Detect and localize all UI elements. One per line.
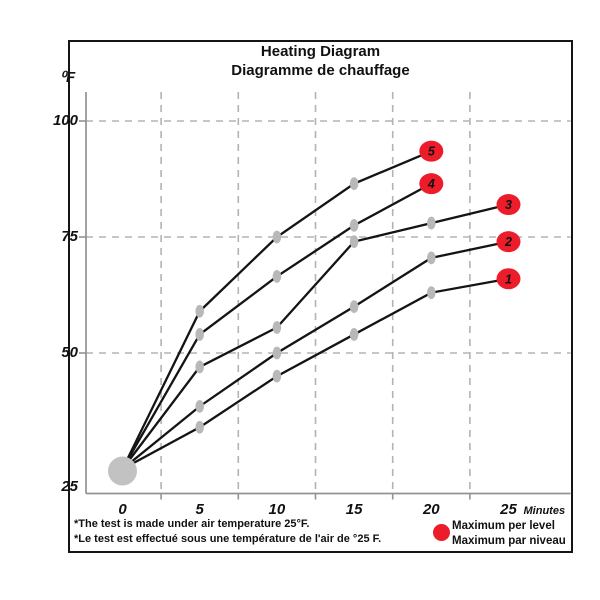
data-point-series-4 [349,219,359,232]
series-line-1 [121,277,509,471]
x-tick-label-10: 10 [268,501,286,518]
x-tick-label-15: 15 [345,501,363,518]
data-point-series-3 [195,360,204,374]
max-marker-1 [496,268,521,290]
data-point-series-1 [195,420,204,434]
y-tick-label-25: 25 [61,478,78,495]
max-marker-5 [419,140,444,162]
x-tick-label-20: 20 [422,501,440,518]
series-line-3 [121,203,509,470]
data-point-series-5 [349,177,359,191]
chart-title: Heating Diagram Diagramme de chauffage [70,42,571,80]
data-point-series-4 [272,270,282,283]
y-tick-label-75: 75 [61,228,78,245]
max-marker-3 [496,194,521,216]
series-line-5 [121,150,432,470]
start-point-circle [108,456,137,486]
footnote-fr: *Le test est effectué sous une températu… [74,533,382,545]
legend-label-en: Maximum per level [452,520,555,532]
legend: Maximum per level Maximum par niveau [452,519,566,549]
chart-border-frame [68,40,573,553]
y-tick-label-100: 100 [52,112,78,129]
chart-title-en: Heating Diagram [260,43,381,60]
data-point-series-4 [195,328,204,341]
data-point-series-3 [427,216,436,230]
data-point-series-1 [427,286,436,300]
legend-label-fr: Maximum par niveau [452,535,566,547]
x-tick-label-0: 0 [118,501,127,518]
data-point-series-5 [272,230,282,244]
y-axis-unit-label: ⁰F [60,69,76,86]
data-point-series-1 [272,369,282,383]
max-marker-label-1: 1 [505,272,512,286]
max-marker-4 [419,173,444,195]
data-point-series-2 [195,399,204,413]
footnote-en: *The test is made under air temperature … [74,518,310,530]
max-marker-label-4: 4 [427,177,435,191]
legend-max-dot-icon [433,524,450,541]
x-tick-label-25: 25 [500,501,517,518]
data-point-series-2 [349,300,359,313]
data-point-series-1 [349,328,359,341]
data-point-series-3 [349,235,359,249]
x-axis-unit-label: Minutes [523,505,566,517]
footnotes: *The test is made under air temperature … [74,517,381,547]
data-point-series-3 [272,321,282,334]
data-point-series-2 [427,251,436,265]
data-point-series-2 [272,346,282,360]
x-tick-label-5: 5 [195,501,204,518]
series-line-2 [121,240,509,470]
max-marker-label-3: 3 [505,198,512,212]
max-marker-label-5: 5 [428,145,436,159]
chart-title-fr: Diagramme de chauffage [231,62,410,79]
y-tick-label-50: 50 [61,344,78,361]
max-marker-2 [496,231,521,253]
max-marker-label-2: 2 [504,235,512,249]
data-point-series-5 [195,304,204,318]
